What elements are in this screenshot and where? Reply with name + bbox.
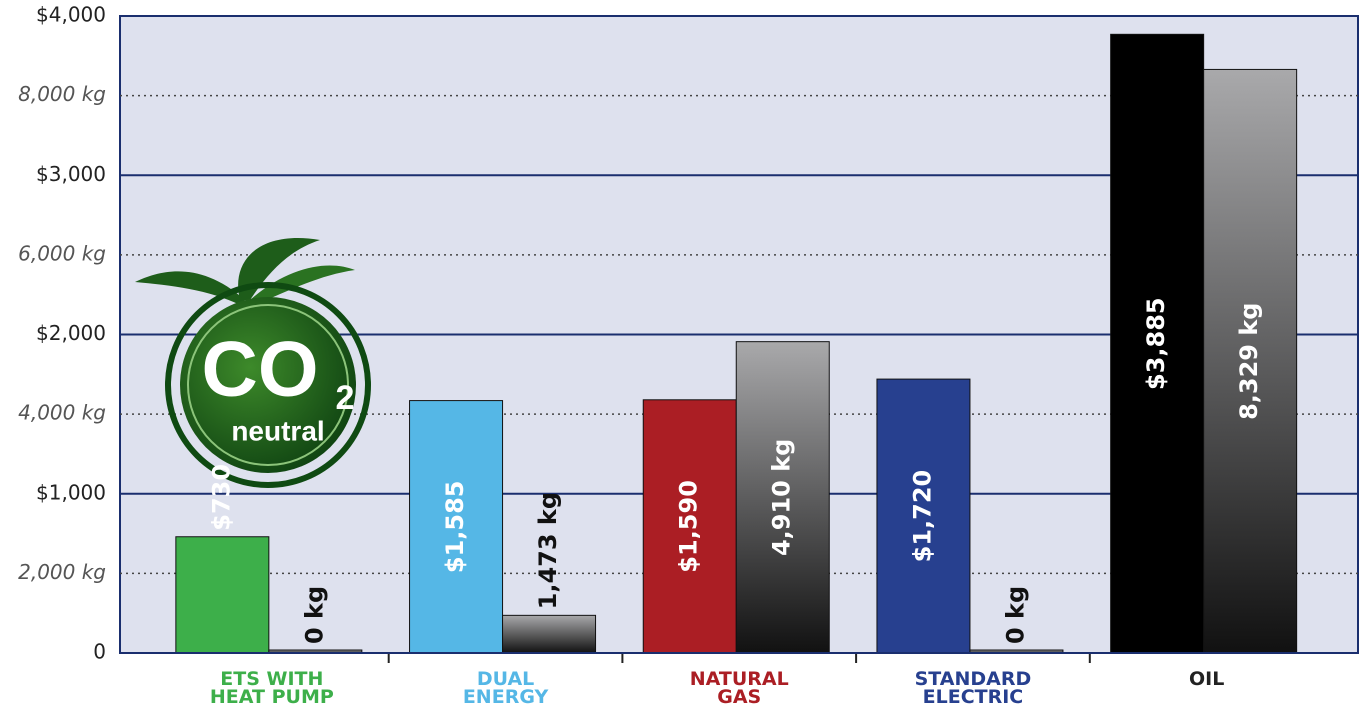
logo-text: CO <box>202 325 319 413</box>
bar <box>876 378 971 654</box>
bar <box>1110 33 1205 654</box>
y2-tick-label: 2,000 kg <box>18 560 106 584</box>
value-label: 1,473 kg <box>534 492 562 609</box>
value-label: 4,910 kg <box>768 439 796 556</box>
y-tick-label: $4,000 <box>36 3 106 27</box>
ring <box>165 282 371 488</box>
y-tick-label: 0 <box>93 640 106 664</box>
bar <box>502 614 597 654</box>
x-tick-label: STANDARD ELECTRIC <box>914 668 1032 708</box>
y2-tick-label: 6,000 kg <box>18 241 106 265</box>
value-label: 0 kg <box>1001 586 1029 644</box>
leaf <box>135 271 245 305</box>
y2-tick-label: 4,000 kg <box>18 401 106 425</box>
x-tick-label: OIL <box>1188 668 1225 690</box>
value-label: 0 kg <box>300 586 328 644</box>
value-label: $1,585 <box>441 480 469 573</box>
co2-logo: CO 2 neutral <box>135 238 371 488</box>
value-label: 8,329 kg <box>1235 303 1263 420</box>
bar <box>735 341 830 654</box>
leaf <box>250 265 355 305</box>
y-tick-label: $1,000 <box>36 480 106 504</box>
logo-subscript: 2 <box>336 379 355 417</box>
x-tick-label: DUAL ENERGY <box>462 668 549 708</box>
y-tick-label: $2,000 <box>36 321 106 345</box>
disc <box>180 297 356 473</box>
x-tick-label: NATURAL GAS <box>689 668 789 708</box>
value-label: $3,885 <box>1142 297 1170 390</box>
value-label: $1,720 <box>908 470 936 563</box>
bar <box>175 536 270 654</box>
bar <box>642 399 737 654</box>
y2-tick-label: 8,000 kg <box>18 82 106 106</box>
ring <box>187 304 349 466</box>
value-label: $1,590 <box>675 480 703 573</box>
value-label: $730 <box>207 464 235 531</box>
bar <box>409 400 504 654</box>
x-tick-label: ETS WITH HEAT PUMP <box>209 668 334 708</box>
logo-label: neutral <box>231 415 324 446</box>
y-tick-label: $3,000 <box>36 162 106 186</box>
